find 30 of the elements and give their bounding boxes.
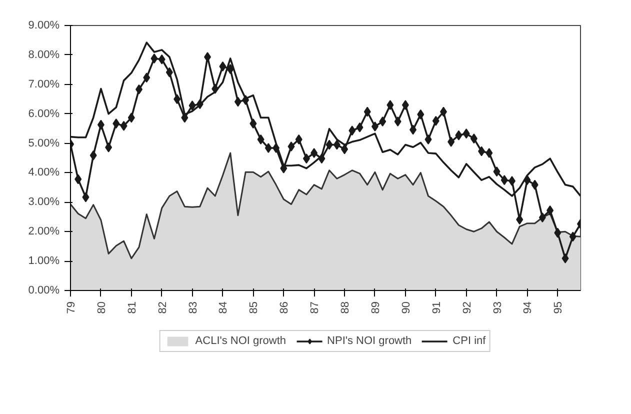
x-tick-label: 86 bbox=[278, 301, 291, 314]
x-tick-label: 90 bbox=[400, 301, 412, 314]
x-tick-label: 89 bbox=[370, 301, 382, 314]
legend-label: NPI's NOI growth bbox=[327, 335, 412, 347]
x-tick-label: 93 bbox=[492, 301, 504, 314]
y-tick-label: 4.00% bbox=[28, 166, 60, 179]
x-tick-label: 87 bbox=[309, 301, 322, 314]
x-tick-label: 95 bbox=[552, 301, 565, 314]
x-tick-label: 83 bbox=[187, 301, 200, 314]
x-tick-label: 88 bbox=[340, 301, 352, 314]
x-tick-label: 84 bbox=[218, 301, 230, 314]
y-tick-label: 2.00% bbox=[28, 226, 60, 238]
x-tick-label: 91 bbox=[430, 301, 443, 314]
y-tick-label: 1.00% bbox=[28, 255, 60, 268]
y-tick-label: 6.00% bbox=[28, 108, 60, 120]
y-tick-label: 3.00% bbox=[28, 196, 60, 208]
x-tick-label: 79 bbox=[66, 301, 78, 314]
y-tick-label: 8.00% bbox=[28, 48, 60, 61]
legend-label: ACLI's NOI growth bbox=[195, 335, 286, 347]
x-tick-label: 82 bbox=[156, 301, 169, 314]
y-tick-label: 0.00% bbox=[28, 284, 60, 296]
x-tick-label: 94 bbox=[522, 301, 534, 314]
x-tick-label: 80 bbox=[96, 301, 108, 314]
x-tick-label: 92 bbox=[461, 301, 474, 314]
y-tick-label: 9.00% bbox=[28, 20, 60, 32]
x-tick-label: 85 bbox=[248, 301, 260, 314]
x-tick-label: 81 bbox=[126, 301, 138, 314]
legend-label: CPI inf bbox=[452, 335, 486, 347]
y-tick-label: 5.00% bbox=[28, 137, 60, 150]
y-tick-label: 7.00% bbox=[28, 78, 60, 90]
